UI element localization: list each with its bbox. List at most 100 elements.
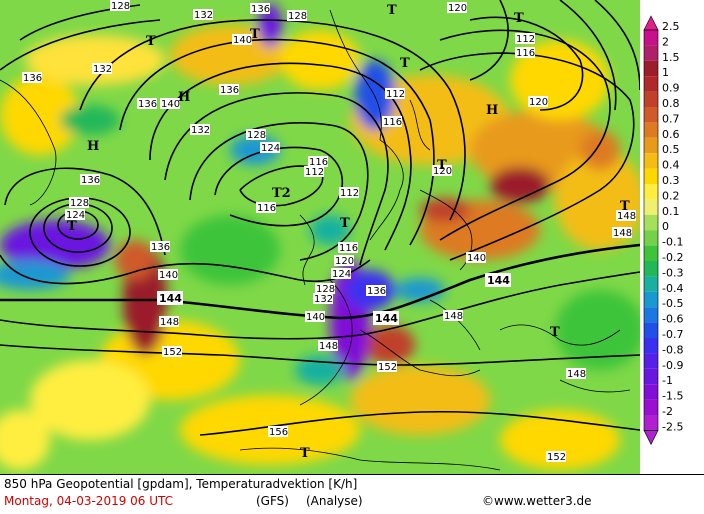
legend-swatch: [644, 184, 658, 200]
contour-label: 132: [314, 294, 333, 305]
contour-label: 144: [375, 312, 398, 325]
legend-level-label: 0.1: [662, 205, 680, 218]
contour-label: 112: [386, 89, 405, 100]
contour-label: 148: [617, 211, 636, 222]
valid-time: Montag, 04-03-2019 06 UTC: [4, 494, 174, 508]
contour-label: 140: [161, 99, 180, 110]
low-marker: T: [620, 199, 630, 214]
weather-map: 128 132 136 136 136 128 124 136 140 144 …: [0, 0, 640, 474]
contour-label: 136: [151, 242, 170, 253]
pressure-centers: T T T T T T T2 T T T T T H H H: [67, 3, 630, 461]
contour-label: 144: [487, 274, 510, 287]
contour-label: 152: [547, 452, 566, 463]
legend-level-label: 2.5: [662, 20, 680, 33]
low-marker: T: [340, 216, 350, 231]
legend-level-label: 0.3: [662, 174, 680, 187]
contour-label: 140: [233, 35, 252, 46]
legend-swatch: [644, 107, 658, 123]
contour-label: 116: [383, 117, 402, 128]
legend-scale: 2.5 2 1.5 1 0.9 0.8 0.7 0.6 0.5 0.4 0.3 0.2 0.1 0 -0.1…: [643, 15, 683, 446]
contour-label: 144: [159, 292, 182, 305]
contour-label: 112: [305, 167, 324, 178]
legend-level-label: -0.8: [662, 343, 683, 356]
legend-swatch: [644, 276, 658, 292]
legend-level-label: -0.4: [662, 282, 683, 295]
legend-swatch: [644, 415, 658, 431]
legend-swatch: [644, 137, 658, 154]
contour-label: 128: [70, 198, 89, 209]
legend-swatch: [644, 399, 658, 415]
low-marker: T: [250, 27, 260, 42]
contour-label: 132: [191, 125, 210, 136]
low-marker: T2: [272, 186, 291, 201]
legend-swatch: [644, 307, 658, 323]
legend-level-label: -2: [662, 405, 673, 418]
low-marker: T: [514, 11, 524, 26]
legend-level-label: -0.9: [662, 359, 683, 372]
legend-bottom-arrow: [643, 430, 659, 446]
low-marker: T: [300, 446, 310, 461]
legend-swatch: [644, 245, 658, 261]
contour-label: 112: [516, 34, 535, 45]
legend-swatch: [644, 76, 658, 92]
high-marker: H: [87, 139, 99, 154]
legend-swatch: [644, 199, 658, 215]
contour-label: 116: [257, 203, 276, 214]
legend-level-label: -2.5: [662, 420, 683, 433]
high-marker: H: [486, 103, 498, 118]
legend-level-label: -1: [662, 374, 673, 387]
legend-swatch: [644, 230, 658, 246]
legend-swatch: [644, 153, 658, 169]
contour-label: 116: [339, 243, 358, 254]
copyright: ©www.wetter3.de: [482, 494, 592, 508]
coastlines: [0, 9, 631, 471]
contour-labels: 128 132 136 136 136 128 124 136 140 144 …: [22, 0, 636, 463]
legend-level-label: -0.7: [662, 328, 683, 341]
legend-level-label: -0.1: [662, 236, 683, 249]
contour-label: 148: [613, 228, 632, 239]
legend-swatch: [644, 368, 658, 385]
legend-swatch: [644, 261, 658, 277]
contour-label: 136: [220, 85, 239, 96]
legend-level-label: 0.4: [662, 159, 680, 172]
contour-label: 120: [335, 256, 354, 267]
legend-level-label: 0: [662, 220, 669, 233]
contour-label: 152: [378, 362, 397, 373]
run-type: (Analyse): [306, 494, 363, 508]
low-marker: T: [146, 34, 156, 49]
contour-label: 116: [309, 157, 328, 168]
legend-swatch: [644, 384, 658, 400]
legend-swatch: [644, 322, 658, 338]
low-marker: T: [550, 325, 560, 340]
map-title: 850 hPa Geopotential [gpdam], Temperatur…: [4, 477, 358, 491]
contour-label: 140: [159, 270, 178, 281]
contour-label: 128: [316, 284, 335, 295]
legend-level-label: 2: [662, 35, 669, 48]
geopotential-contours: [0, 0, 640, 436]
contour-label: 116: [516, 48, 535, 59]
contour-label: 152: [163, 347, 182, 358]
legend-swatch: [644, 353, 658, 369]
legend-swatch: [644, 214, 658, 231]
legend-level-label: 0.7: [662, 112, 680, 125]
contour-label: 148: [567, 369, 586, 380]
model-name: (GFS): [256, 494, 289, 508]
contour-label: 120: [529, 97, 548, 108]
low-marker: T: [387, 3, 397, 18]
legend-level-label: 0.6: [662, 128, 680, 141]
contour-label: 124: [66, 210, 85, 221]
legend-swatch: [644, 122, 658, 138]
contour-label: 140: [306, 312, 325, 323]
legend-level-label: -0.2: [662, 251, 683, 264]
contour-label: 148: [160, 317, 179, 328]
legend-swatch: [644, 30, 658, 46]
legend-swatch: [644, 168, 658, 184]
contour-label: 132: [194, 10, 213, 21]
contour-label: 140: [467, 253, 486, 264]
contour-label: 120: [433, 166, 452, 177]
contour-label: 128: [288, 11, 307, 22]
color-legend: 2.5 2 1.5 1 0.9 0.8 0.7 0.6 0.5 0.4 0.3 0.2 0.1 0 -0.1…: [640, 0, 704, 474]
contour-label: 136: [367, 286, 386, 297]
contour-label: 124: [332, 269, 351, 280]
contour-label: 148: [444, 311, 463, 322]
